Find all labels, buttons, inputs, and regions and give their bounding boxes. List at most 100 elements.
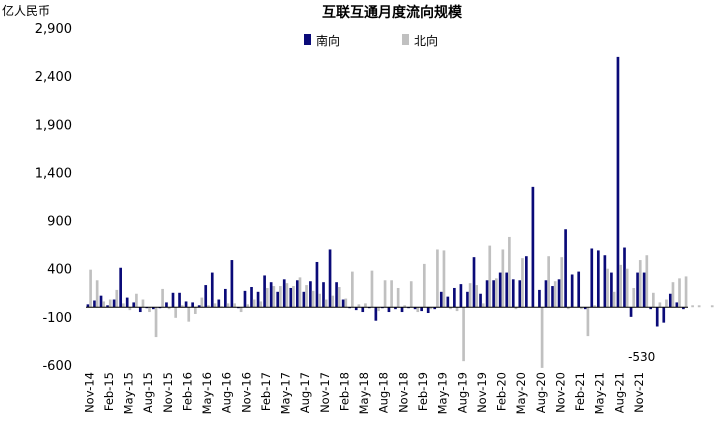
y-tick-label: 1,400 — [35, 166, 72, 181]
bar-northbound — [442, 250, 446, 308]
bar-northbound — [141, 299, 145, 308]
bar-northbound — [436, 249, 439, 308]
x-axis-ticks: Nov-14 Feb-15 May-15 Aug-15 Nov-15 Feb-16 May-… — [82, 372, 646, 414]
x-tick-label: May-18 — [357, 372, 371, 414]
bar-northbound — [311, 290, 315, 308]
bar-northbound — [455, 307, 459, 312]
x-tick-label: Nov-15 — [161, 372, 175, 413]
bar-northbound — [671, 282, 675, 308]
x-tick-label: May-20 — [514, 372, 528, 414]
bar-northbound — [481, 303, 485, 308]
bar-southbound — [551, 286, 554, 308]
bar-southbound — [335, 282, 338, 308]
bar-northbound — [580, 307, 583, 310]
bar-southbound — [230, 260, 234, 308]
bar-northbound — [383, 280, 387, 308]
bar-northbound — [370, 270, 374, 308]
x-tick-label: Aug-20 — [534, 372, 548, 413]
bar-southbound — [577, 271, 581, 308]
bar-southbound — [302, 291, 306, 308]
bar-southbound — [610, 272, 613, 308]
bar-northbound — [239, 307, 243, 313]
bar-northbound — [475, 285, 479, 308]
bar-northbound — [200, 297, 204, 308]
x-tick-label: Aug-15 — [141, 372, 155, 413]
bar-northbound — [390, 280, 393, 308]
bar-southbound — [354, 307, 358, 311]
y-tick-label: 400 — [47, 263, 72, 278]
bar-northbound — [593, 305, 596, 308]
y-tick-label: 1,900 — [35, 118, 72, 133]
bar-southbound — [250, 287, 253, 308]
legend-swatch-northbound — [402, 34, 409, 45]
bar-northbound — [180, 305, 184, 308]
bar-southbound — [485, 280, 489, 308]
bar-northbound — [337, 287, 341, 308]
bar-southbound — [564, 229, 567, 308]
x-tick-label: Aug-17 — [298, 372, 312, 413]
bar-southbound — [132, 302, 136, 308]
bar-southbound — [649, 307, 653, 310]
bar-northbound — [396, 287, 400, 308]
bar-southbound — [439, 291, 443, 308]
bar-northbound — [652, 292, 655, 308]
x-tick-label: May-17 — [279, 372, 293, 414]
bar-southbound — [603, 255, 607, 308]
x-tick-label: Nov-14 — [82, 372, 96, 413]
bar-southbound — [93, 300, 96, 308]
bar-southbound — [590, 248, 594, 308]
bar-southbound — [531, 186, 535, 308]
bar-southbound — [466, 291, 469, 308]
y-axis-unit-label: 亿人民币 — [2, 3, 50, 18]
bar-northbound — [658, 302, 662, 308]
bar-northbound — [632, 287, 636, 308]
bar-northbound — [154, 307, 158, 338]
bar-northbound — [115, 289, 119, 308]
bar-series — [86, 56, 714, 368]
bar-northbound — [121, 303, 125, 308]
bar-northbound — [246, 304, 249, 308]
bar-northbound — [586, 307, 590, 337]
bar-southbound — [623, 247, 626, 308]
bar-southbound — [616, 56, 620, 308]
bar-northbound — [691, 305, 694, 308]
bar-southbound — [570, 274, 574, 308]
bar-southbound — [453, 287, 456, 308]
bar-southbound — [106, 305, 109, 308]
bar-southbound — [322, 282, 325, 308]
y-axis-ticks: 2,900 2,400 1,900 1,400 900 400 -100 -600 — [35, 22, 72, 374]
x-tick-label: Nov-17 — [318, 372, 332, 413]
x-tick-label: Feb-20 — [495, 372, 509, 411]
bar-northbound — [403, 305, 407, 308]
y-tick-label: -100 — [42, 311, 72, 326]
bar-northbound — [501, 249, 505, 308]
x-tick-label: May-19 — [436, 372, 450, 414]
x-tick-label: Nov-18 — [396, 372, 410, 413]
bar-southbound — [420, 307, 423, 312]
bar-southbound — [224, 288, 227, 308]
x-tick-label: Feb-19 — [416, 372, 430, 411]
bar-northbound — [95, 280, 99, 308]
bar-southbound — [361, 307, 365, 313]
bar-northbound — [553, 281, 557, 308]
bar-northbound — [540, 307, 544, 368]
bar-northbound — [429, 307, 433, 310]
x-tick-label: Feb-17 — [259, 372, 273, 411]
bar-southbound — [557, 279, 561, 308]
bar-southbound — [315, 261, 319, 308]
bar-northbound — [128, 307, 132, 311]
x-tick-label: Aug-21 — [612, 372, 626, 413]
bar-northbound — [285, 283, 289, 308]
x-tick-label: Nov-20 — [553, 372, 567, 413]
bar-northbound — [560, 257, 564, 308]
y-tick-label: 2,900 — [35, 22, 72, 37]
bar-northbound — [665, 299, 668, 308]
bar-southbound — [682, 307, 685, 310]
bar-northbound — [102, 301, 106, 308]
bar-southbound — [276, 291, 280, 308]
bar-southbound — [446, 296, 450, 308]
bar-northbound — [265, 287, 269, 308]
bar-southbound — [662, 307, 666, 323]
bar-southbound — [328, 249, 332, 308]
bar-southbound — [256, 291, 260, 308]
